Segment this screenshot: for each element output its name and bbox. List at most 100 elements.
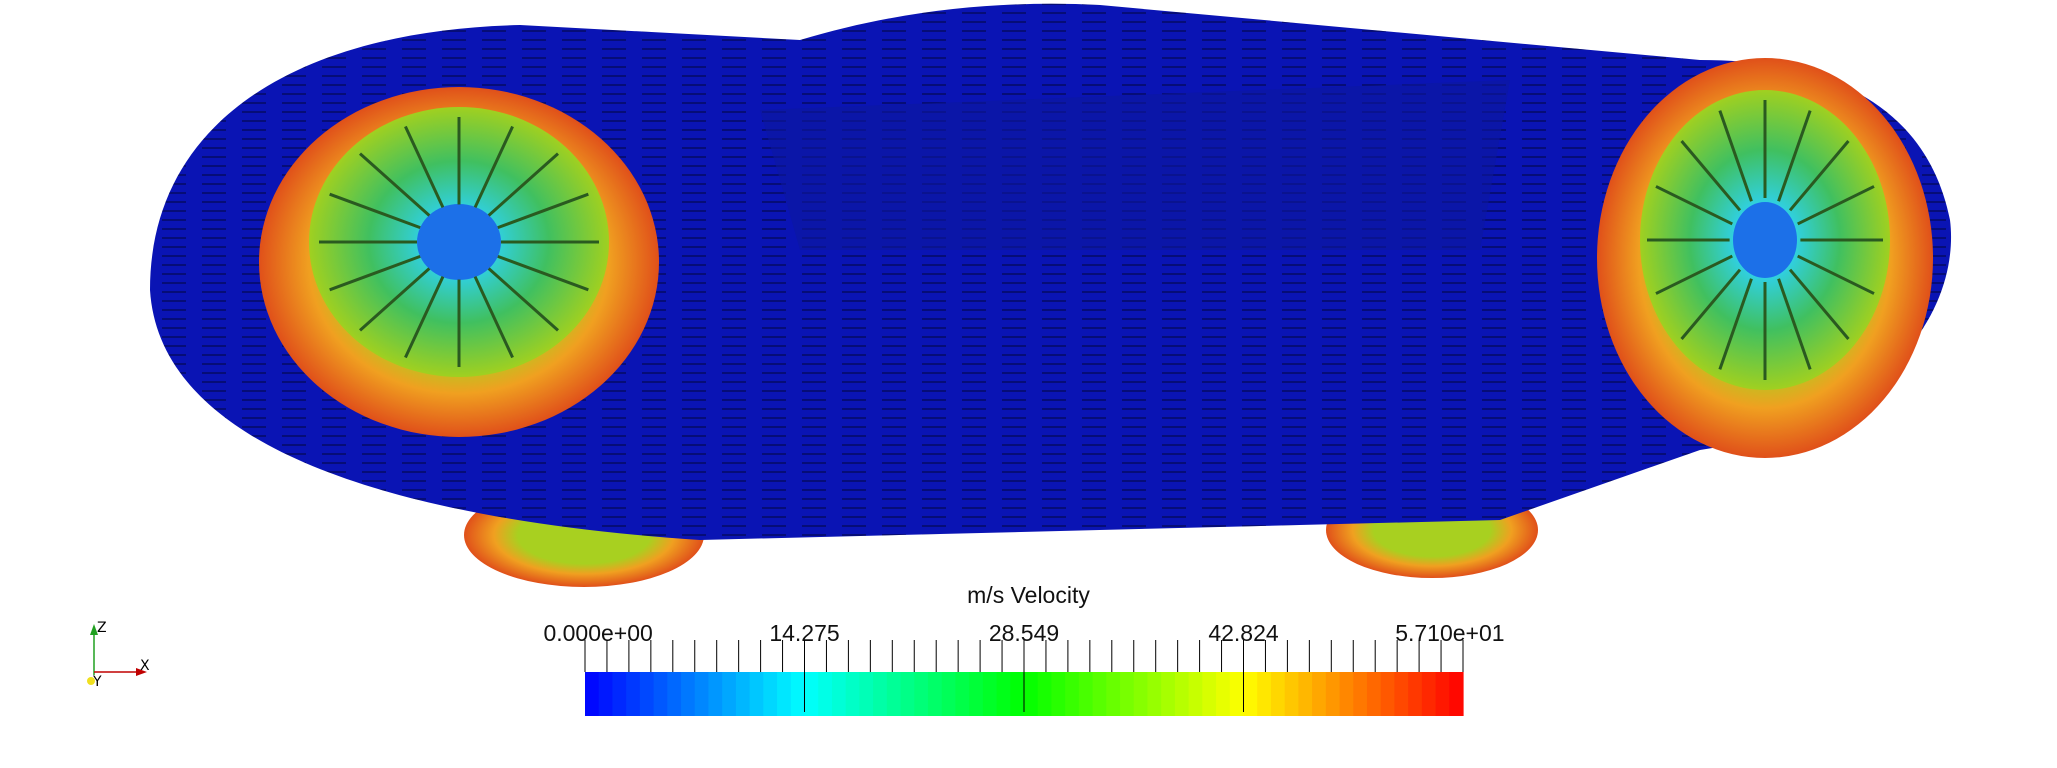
colorbar-segment	[708, 672, 723, 716]
wheel-spoke	[1655, 185, 1733, 226]
colorbar-segment	[1394, 672, 1409, 716]
colorbar-segment	[914, 672, 929, 716]
colorbar-segment	[1188, 672, 1203, 716]
colorbar-segment	[831, 672, 847, 716]
colorbar-segment	[1051, 672, 1066, 716]
wheel-spoke	[404, 276, 445, 359]
axes-triad: Z X Y	[87, 620, 150, 690]
colorbar	[584, 640, 1464, 716]
wheel-spoke	[1788, 140, 1850, 212]
colorbar-segment	[859, 672, 874, 716]
colorbar-segment	[1229, 672, 1245, 716]
colorbar-segment	[1284, 672, 1299, 716]
wheel-spoke	[1718, 278, 1753, 370]
wheel-spoke	[487, 152, 559, 217]
colorbar-segment	[790, 672, 806, 716]
colorbar-segment	[818, 672, 833, 716]
wheel-spoke	[473, 125, 514, 208]
wheel-spoke	[1797, 185, 1875, 226]
z-axis-label: Z	[97, 620, 107, 636]
colorbar-segment	[845, 672, 860, 716]
wheel-spoke	[404, 125, 445, 208]
colorbar-segment	[1325, 672, 1341, 716]
wheel-spoke	[497, 254, 589, 292]
colorbar-segment	[1298, 672, 1313, 716]
colorbar-segment	[1366, 672, 1382, 716]
colorbar-segment	[1270, 672, 1286, 716]
colorbar-segment	[1024, 672, 1039, 716]
colorbar-segment	[1202, 672, 1217, 716]
colorbar-segment	[749, 672, 764, 716]
wheel-spoke	[487, 267, 559, 332]
wheel-spoke	[329, 254, 421, 292]
wheel-spoke	[359, 152, 431, 217]
colorbar-tick-label: 5.710e+01	[1395, 620, 1505, 646]
wheel-spoke	[1797, 254, 1875, 295]
colorbar-segment	[886, 672, 902, 716]
colorbar-segment	[1449, 672, 1464, 716]
colorbar-segment	[927, 672, 943, 716]
wheel-spoke	[359, 267, 431, 332]
wheel-spoke	[329, 192, 421, 230]
colorbar-segment	[982, 672, 998, 716]
colorbar-segment	[1339, 672, 1354, 716]
colorbar-segment	[1380, 672, 1396, 716]
wheel-spoke	[473, 276, 514, 359]
colorbar-segment	[1133, 672, 1149, 716]
colorbar-tick-label: 0.000e+00	[543, 620, 653, 646]
colorbar-segment	[1010, 672, 1025, 716]
wheel-spoke	[1655, 254, 1733, 295]
colorbar-segment	[694, 672, 710, 716]
colorbar-segment	[722, 672, 737, 716]
colorbar-segment	[1421, 672, 1437, 716]
colorbar-segment	[1078, 672, 1094, 716]
wheel-spoke	[1777, 110, 1812, 202]
car-body	[150, 3, 1952, 541]
colorbar-segment	[1353, 672, 1368, 716]
colorbar-segment	[804, 672, 819, 716]
colorbar-segment	[1106, 672, 1121, 716]
colorbar-segment	[653, 672, 668, 716]
y-axis-label: Y	[92, 674, 102, 690]
wheel-spoke	[1718, 110, 1753, 202]
x-axis-label: X	[140, 658, 150, 674]
colorbar-segment	[598, 672, 614, 716]
colorbar-segment	[612, 672, 627, 716]
colorbar-segment	[1312, 672, 1327, 716]
colorbar-title: m/s Velocity	[967, 582, 1090, 608]
colorbar-segment	[735, 672, 751, 716]
colorbar-segment	[1147, 672, 1162, 716]
wheel-spoke	[1777, 278, 1812, 370]
colorbar-segment	[1065, 672, 1080, 716]
colorbar-segment	[1216, 672, 1231, 716]
colorbar-segment	[777, 672, 792, 716]
colorbar-segment	[681, 672, 696, 716]
colorbar-segment	[955, 672, 970, 716]
colorbar-segment	[626, 672, 641, 716]
colorbar-segment	[1257, 672, 1272, 716]
wheel-spoke	[497, 192, 589, 230]
wheel-spoke	[1788, 268, 1850, 340]
colorbar-segment	[969, 672, 984, 716]
colorbar-segment	[941, 672, 957, 716]
colorbar-segment	[1408, 672, 1423, 716]
colorbar-segment	[585, 672, 600, 716]
wheel-spoke	[1680, 140, 1742, 212]
colorbar-segment	[1174, 672, 1190, 716]
colorbar-segment	[1161, 672, 1176, 716]
colorbar-segment	[1092, 672, 1107, 716]
z-axis-arrow-icon	[90, 624, 98, 635]
colorbar-segment	[996, 672, 1011, 716]
colorbar-segment	[667, 672, 682, 716]
colorbar-segment	[639, 672, 655, 716]
colorbar-segment	[763, 672, 778, 716]
x-axis-arrow-icon	[136, 668, 147, 676]
colorbar-segment	[900, 672, 915, 716]
colorbar-segment	[1120, 672, 1135, 716]
y-axis-dot-icon	[87, 677, 95, 685]
colorbar-segment	[1243, 672, 1258, 716]
colorbar-segment	[1037, 672, 1053, 716]
colorbar-segment	[1435, 672, 1450, 716]
colorbar-segment	[873, 672, 888, 716]
